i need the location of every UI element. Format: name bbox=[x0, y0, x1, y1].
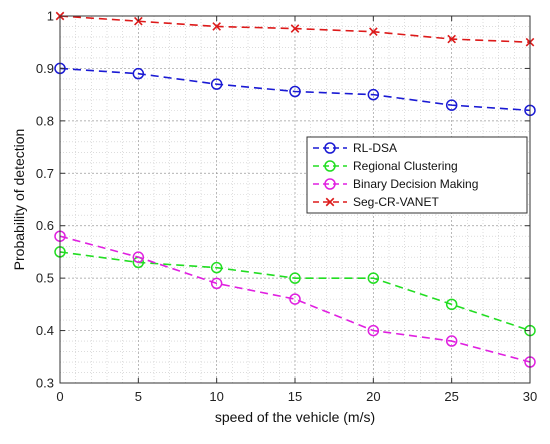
series-seg-cr-vanet bbox=[55, 11, 535, 47]
data-point bbox=[445, 298, 458, 311]
data-point bbox=[289, 272, 301, 284]
legend: RL-DSA Regional Clustering Binary Decision… bbox=[306, 136, 528, 214]
legend-marker bbox=[325, 197, 335, 207]
marker-stroke bbox=[447, 34, 456, 44]
data-point bbox=[445, 99, 458, 111]
data-point bbox=[132, 67, 145, 80]
data-point bbox=[212, 22, 221, 31]
y-tick-label: 0.8 bbox=[36, 113, 54, 128]
legend-item: RL-DSA bbox=[313, 141, 397, 155]
data-point bbox=[445, 335, 458, 347]
marker-stroke bbox=[134, 16, 143, 26]
data-point bbox=[367, 88, 380, 101]
data-point bbox=[210, 277, 223, 290]
y-tick-label: 1 bbox=[47, 9, 54, 24]
x-tick-label: 10 bbox=[209, 389, 223, 404]
data-point bbox=[289, 85, 301, 98]
data-point bbox=[369, 27, 378, 37]
x-tick-label: 5 bbox=[135, 389, 142, 404]
data-point bbox=[290, 24, 300, 33]
y-tick-label: 0.9 bbox=[36, 61, 54, 76]
y-tick-label: 0.5 bbox=[36, 271, 54, 286]
legend-label: Seg-CR-VANET bbox=[353, 195, 439, 209]
legend-item: Binary Decision Making bbox=[313, 177, 478, 191]
marker-stroke bbox=[212, 22, 221, 31]
data-point bbox=[210, 78, 223, 90]
x-tick-label: 15 bbox=[288, 389, 302, 404]
marker-stroke bbox=[369, 27, 378, 37]
data-point bbox=[367, 272, 380, 284]
data-point bbox=[210, 261, 223, 274]
x-tick-label: 20 bbox=[366, 389, 380, 404]
data-point bbox=[447, 34, 456, 44]
data-point bbox=[134, 16, 143, 26]
data-point bbox=[289, 293, 301, 305]
x-axis-title: speed of the vehicle (m/s) bbox=[215, 409, 375, 425]
x-tick-label: 0 bbox=[56, 389, 63, 404]
data-point bbox=[132, 251, 145, 263]
series-line bbox=[59, 67, 531, 112]
x-tick-label: 25 bbox=[444, 389, 458, 404]
legend-marker bbox=[324, 160, 336, 172]
legend-item: Regional Clustering bbox=[313, 159, 458, 173]
y-tick-label: 0.7 bbox=[36, 166, 54, 181]
y-tick-label: 0.3 bbox=[36, 376, 54, 391]
marker-stroke bbox=[325, 197, 335, 207]
x-tick-label: 30 bbox=[523, 389, 537, 404]
marker-stroke bbox=[290, 24, 300, 33]
legend-marker bbox=[324, 142, 336, 154]
y-tick-label: 0.4 bbox=[36, 323, 54, 338]
legend-label: Regional Clustering bbox=[353, 159, 458, 173]
legend-label: Binary Decision Making bbox=[353, 177, 478, 191]
y-axis-title: Probability of detection bbox=[11, 129, 27, 271]
legend-label: RL-DSA bbox=[353, 141, 397, 155]
legend-marker bbox=[324, 178, 336, 190]
legend-item: Seg-CR-VANET bbox=[313, 195, 439, 209]
series-layer bbox=[54, 11, 536, 368]
y-tick-label: 0.6 bbox=[36, 218, 54, 233]
data-point bbox=[367, 324, 380, 337]
series-line bbox=[59, 235, 531, 363]
axis-ticks: 0 5 10 15 20 25 30 0.3 0.4 0.5 0.6 0.7 0.8 0.9 1 bbox=[36, 9, 537, 405]
legend-box bbox=[306, 136, 528, 214]
